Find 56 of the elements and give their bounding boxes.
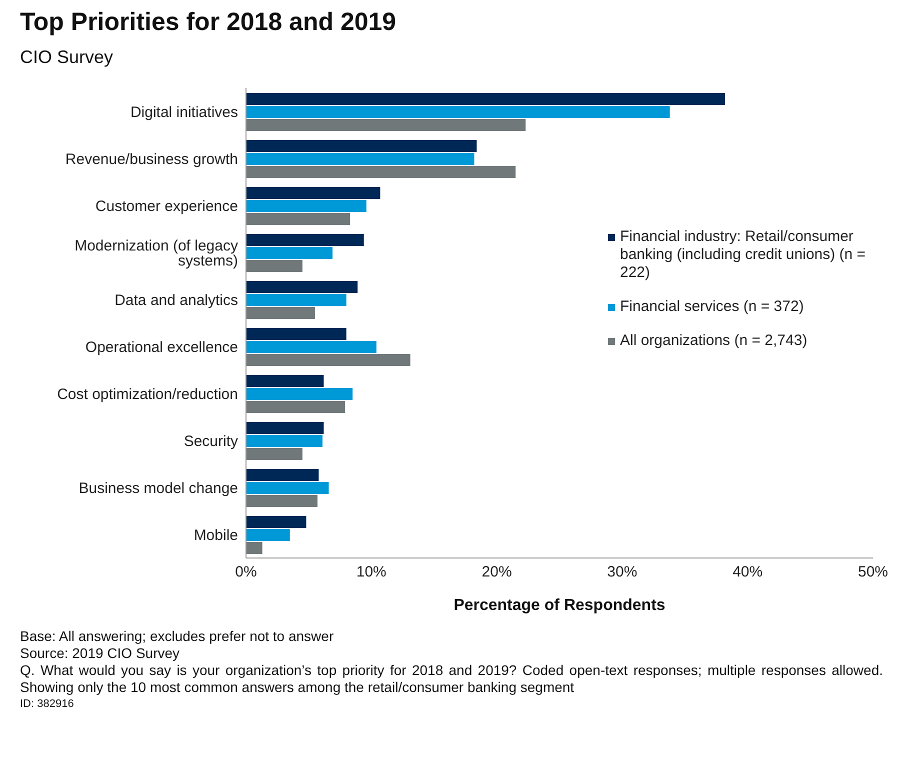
chart-title: Top Priorities for 2018 and 2019	[20, 8, 398, 37]
legend-label: Financial services (n = 372)	[620, 298, 804, 316]
y-tick-label: Data and analytics	[114, 292, 238, 309]
legend-label: Financial industry: Retail/consumer banking (including credit unions) (n = 222)	[620, 228, 867, 282]
bar	[246, 213, 350, 225]
y-tick-label: Operational excellence	[85, 338, 238, 356]
bar	[246, 542, 262, 554]
bar	[246, 341, 376, 353]
bar	[246, 328, 346, 340]
y-tick-label: Mobile	[194, 526, 238, 544]
x-tick-label: 20%	[482, 564, 512, 581]
bar	[246, 187, 380, 199]
bar	[246, 307, 315, 319]
x-tick-label: 10%	[356, 564, 386, 581]
bar	[246, 294, 346, 306]
text: Base: All answering; excludes prefer not to answer	[20, 628, 335, 645]
bar	[246, 435, 322, 447]
y-tick-label: Business model change	[78, 480, 238, 497]
text: Q. What would you say is your organization’s top priority for 2018 and 2019? Coded open-text responses; multiple responses allowed. Showing only the 10 most common answers among the retail/consumer banking segment	[20, 662, 883, 696]
bar	[246, 166, 516, 178]
bar	[246, 495, 318, 507]
x-tick-label: 40%	[732, 564, 763, 581]
bar	[246, 422, 324, 434]
y-tick-label: Modernization (of legacy systems)	[74, 237, 238, 270]
bar	[246, 354, 410, 366]
bar	[246, 516, 306, 528]
text: ID: 382916	[20, 697, 75, 712]
bar	[246, 234, 364, 246]
bar	[246, 106, 670, 118]
x-tick-label: 0%	[235, 564, 257, 581]
bar	[246, 529, 290, 541]
bar	[246, 388, 353, 400]
text: CIO Survey	[20, 47, 114, 68]
bar	[246, 448, 302, 460]
bar	[246, 93, 726, 105]
bar	[246, 401, 346, 413]
source-note: Source: 2019 CIO Survey	[20, 645, 181, 662]
bar	[246, 469, 319, 481]
bar	[246, 260, 302, 272]
x-tick-label: 50%	[858, 564, 888, 581]
y-tick-label: Cost optimization/reduction	[57, 386, 238, 403]
y-tick-label: Customer experience	[95, 198, 238, 215]
y-tick-label: Security	[184, 432, 238, 450]
bar	[246, 119, 526, 131]
bar	[246, 281, 358, 293]
bar	[246, 482, 329, 494]
x-axis-title: Percentage of Respondents	[454, 597, 666, 614]
x-tick-label: 30%	[607, 564, 638, 581]
bar	[246, 375, 324, 387]
y-tick-label: Revenue/business growth	[65, 150, 238, 168]
y-tick-label: Digital initiatives	[130, 104, 238, 121]
bar	[246, 247, 333, 259]
legend-label: All organizations (n = 2,743)	[620, 332, 808, 350]
bar	[246, 153, 474, 165]
bar	[246, 200, 366, 212]
bar	[246, 140, 477, 152]
